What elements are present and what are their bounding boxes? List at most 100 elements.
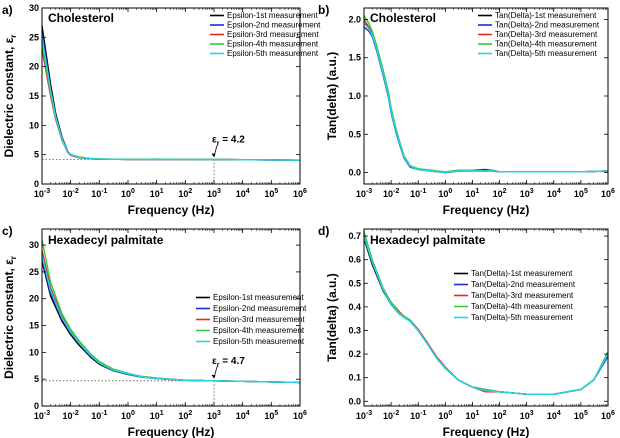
panel-letter: a) bbox=[2, 3, 13, 17]
series-line-5 bbox=[363, 235, 609, 395]
chart-title: Cholesterol bbox=[370, 11, 436, 25]
legend-label: Tan(Delta)-2nd measurement bbox=[495, 21, 600, 30]
y-tick-label: 30 bbox=[29, 3, 39, 13]
y-tick-label: 20 bbox=[29, 62, 39, 72]
legend-label: Tan(Delta)-3rd measurement bbox=[471, 291, 574, 300]
legend-label: Epsilon-5th measurement bbox=[213, 337, 305, 346]
y-tick-label: 5 bbox=[34, 374, 39, 384]
y-tick-label: 0.2 bbox=[348, 349, 361, 359]
series-line-4 bbox=[41, 43, 301, 161]
series-line-5 bbox=[363, 22, 609, 174]
plot-frame bbox=[41, 228, 301, 407]
y-tick-label: 1.5 bbox=[348, 53, 361, 63]
annotation-arrowhead bbox=[211, 153, 216, 158]
x-tick-label: 10-3 bbox=[34, 188, 50, 199]
legend-label: Epsilon-2nd measurement bbox=[213, 304, 307, 313]
legend: Tan(Delta)-1st measurementTan(Delta)-2nd… bbox=[478, 11, 600, 58]
chart-title: Hexadecyl palmitate bbox=[48, 233, 164, 247]
y-tick-label: 10 bbox=[29, 347, 39, 357]
y-tick-label: 0 bbox=[34, 401, 39, 411]
legend: Tan(Delta)-1st measurement Tan(Delta)-2nd… bbox=[454, 269, 576, 322]
x-tick-label: 104 bbox=[547, 188, 561, 199]
legend-label: Tan(Delta)-5th measurement bbox=[471, 313, 574, 322]
y-tick-label: 20 bbox=[29, 294, 39, 304]
x-tick-label: 10-2 bbox=[383, 188, 399, 199]
x-tick-label: 106 bbox=[293, 410, 307, 421]
x-tick-label: 105 bbox=[264, 410, 278, 421]
x-tick-label: 106 bbox=[601, 410, 615, 421]
chart-panel-2: 10-3 10-2 10-1 100 101 102 103 104 105 106 0.0 0.5 1… bbox=[318, 3, 615, 217]
x-tick-label: 106 bbox=[601, 188, 615, 199]
legend-label: Epsilon-3rd measurement bbox=[213, 315, 305, 324]
legend-label: Tan(Delta)-1st measurement bbox=[495, 11, 597, 20]
y-tick-label: 5 bbox=[34, 150, 39, 160]
series-line-5 bbox=[41, 37, 301, 161]
legend-label: Tan(Delta)-4th measurement bbox=[495, 40, 598, 49]
legend-label: Epsilon-1st measurement bbox=[227, 11, 318, 20]
x-tick-label: 102 bbox=[493, 188, 507, 199]
panel-letter: b) bbox=[318, 3, 329, 17]
y-tick-label: 0.0 bbox=[348, 168, 361, 178]
legend-label: Epsilon-1st measurement bbox=[213, 293, 304, 302]
series-line-3 bbox=[41, 48, 301, 161]
panel-letter: c) bbox=[2, 224, 13, 238]
y-tick-label: 0.1 bbox=[348, 373, 361, 383]
chart-title: Cholesterol bbox=[48, 11, 114, 25]
annotation-text: εr = 4.2 bbox=[212, 134, 245, 147]
y-axis-label: Tan(delta) (a.u.) bbox=[325, 52, 339, 140]
x-tick-label: 10-3 bbox=[356, 188, 372, 199]
x-tick-label: 106 bbox=[293, 188, 307, 199]
x-tick-label: 102 bbox=[178, 188, 192, 199]
legend-label: Epsilon-4th measurement bbox=[227, 40, 319, 49]
y-axis-label: Dielectric constant, εr bbox=[2, 256, 18, 379]
x-tick-label: 100 bbox=[121, 188, 135, 199]
legend-label: Tan(Delta)-4th measurement bbox=[471, 302, 574, 311]
legend-label: Epsilon-5th measurement bbox=[227, 49, 319, 58]
x-tick-label: 105 bbox=[574, 188, 588, 199]
x-tick-label: 10-1 bbox=[410, 410, 426, 421]
y-tick-label: 0 bbox=[34, 179, 39, 189]
y-axis-label: Dielectric constant, εr bbox=[2, 35, 18, 158]
x-tick-label: 105 bbox=[574, 410, 588, 421]
x-tick-label: 10-2 bbox=[63, 410, 79, 421]
x-axis-label: Frequency (Hz) bbox=[443, 425, 530, 438]
x-tick-label: 104 bbox=[547, 410, 561, 421]
x-tick-label: 10-1 bbox=[91, 410, 107, 421]
x-tick-label: 105 bbox=[264, 188, 278, 199]
legend-label: Tan(Delta)-5th measurement bbox=[495, 49, 598, 58]
x-tick-label: 103 bbox=[207, 410, 221, 421]
x-tick-label: 103 bbox=[207, 188, 221, 199]
x-tick-label: 104 bbox=[236, 188, 250, 199]
y-tick-label: 1.0 bbox=[348, 91, 361, 101]
chart-panel-3: 10-3 10-2 10-1 100 101 102 103 104 105 106 0 5 10 15 2… bbox=[2, 224, 307, 438]
x-tick-label: 103 bbox=[520, 410, 534, 421]
chart-panel-4: 10-3 10-2 10-1 100 101 102 103 104 105 106 0.0 0.1 0… bbox=[318, 224, 615, 438]
x-tick-label: 10-3 bbox=[34, 410, 50, 421]
x-tick-label: 10-2 bbox=[383, 410, 399, 421]
chart-panel-1: 10-3 10-2 10-1 100 101 102 103 104 105 106 0 5 10 15 2… bbox=[2, 3, 321, 217]
y-tick-label: 0.5 bbox=[348, 129, 361, 139]
x-tick-label: 102 bbox=[493, 410, 507, 421]
x-tick-label: 103 bbox=[520, 188, 534, 199]
y-tick-label: 2.0 bbox=[348, 14, 361, 24]
x-tick-label: 100 bbox=[438, 410, 452, 421]
y-tick-label: 10 bbox=[29, 120, 39, 130]
x-tick-label: 101 bbox=[465, 188, 479, 199]
x-tick-label: 10-1 bbox=[410, 188, 426, 199]
y-tick-label: 15 bbox=[29, 321, 39, 331]
annotation-text: εr = 4.7 bbox=[212, 356, 245, 369]
x-tick-label: 102 bbox=[178, 410, 192, 421]
y-tick-label: 0.5 bbox=[348, 278, 361, 288]
y-tick-label: 25 bbox=[29, 267, 39, 277]
legend-label: Tan(Delta)-1st measurement bbox=[471, 269, 573, 278]
x-axis-label: Frequency (Hz) bbox=[443, 203, 530, 217]
legend-label: Epsilon-4th measurement bbox=[213, 326, 305, 335]
y-tick-label: 30 bbox=[29, 240, 39, 250]
x-tick-label: 100 bbox=[438, 188, 452, 199]
y-tick-label: 0.0 bbox=[348, 396, 361, 406]
y-tick-label: 0.7 bbox=[348, 231, 361, 241]
legend-label: Tan(Delta)-2nd measurement bbox=[471, 280, 576, 289]
y-tick-label: 0.4 bbox=[348, 302, 361, 312]
